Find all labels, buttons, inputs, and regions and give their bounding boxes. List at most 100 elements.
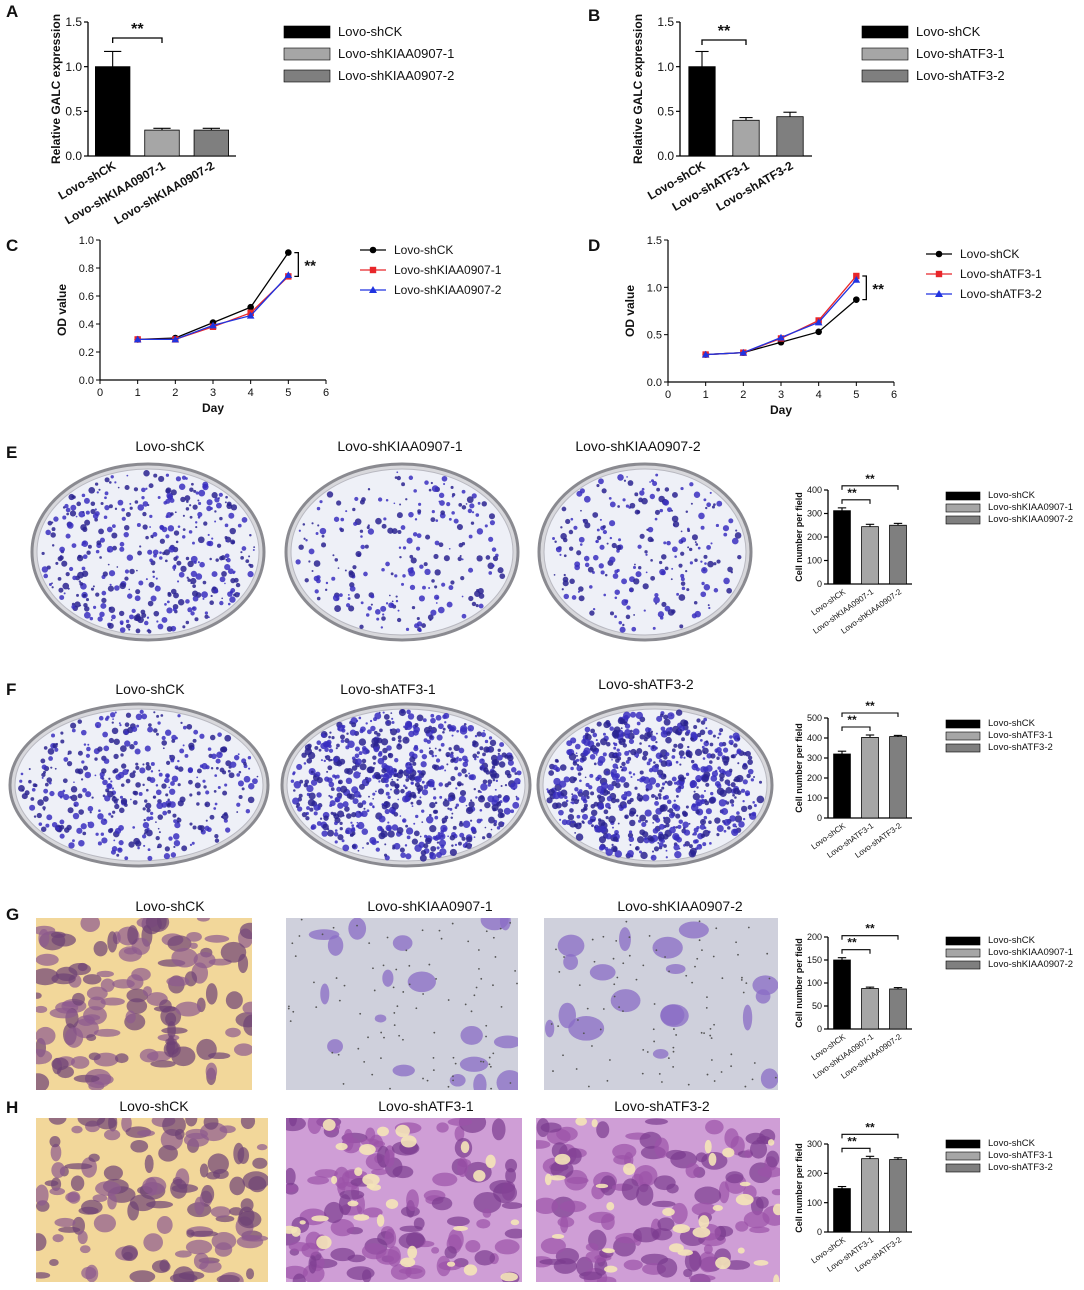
x-tick-label: 2 xyxy=(172,387,178,399)
data-point xyxy=(853,296,860,303)
legend-marker xyxy=(369,266,377,274)
significance-label: ** xyxy=(847,936,857,950)
legend-swatch xyxy=(945,1151,981,1161)
y-tick-label: 1.5 xyxy=(65,15,82,29)
y-tick-label: 1.0 xyxy=(657,60,674,74)
significance-bracket xyxy=(862,275,867,301)
data-point xyxy=(133,335,142,343)
bar-e-1 xyxy=(833,510,851,585)
significance-label: ** xyxy=(131,21,144,38)
legend-entry: Lovo-shCK xyxy=(988,490,1036,501)
colony-plate-e2 xyxy=(284,462,520,642)
data-point xyxy=(701,350,710,358)
x-tick-label: 3 xyxy=(210,387,216,399)
y-tick-label: 200 xyxy=(807,1168,822,1178)
legend-swatch xyxy=(861,47,909,61)
data-point xyxy=(814,318,823,326)
y-tick-label: 0.0 xyxy=(79,375,94,387)
bar-g-1 xyxy=(833,959,851,1030)
bar-a-1 xyxy=(95,66,131,157)
panel-letter-d: D xyxy=(588,236,601,255)
significance-bracket xyxy=(841,712,899,717)
bar-f-2 xyxy=(861,737,879,819)
colony-plate-f1 xyxy=(8,702,270,868)
significance-label: ** xyxy=(847,713,857,727)
y-tick-label: 150 xyxy=(807,955,822,965)
significance-label: ** xyxy=(847,1134,857,1148)
legend-entry: Lovo-shATF3-1 xyxy=(988,1150,1053,1161)
y-tick-label: 300 xyxy=(807,753,822,763)
transwell-image-g3 xyxy=(544,918,778,1090)
legend-entry: Lovo-shKIAA0907-2 xyxy=(988,959,1073,970)
x-tick-label: 1 xyxy=(703,389,709,401)
legend-entry: Lovo-shKIAA0907-2 xyxy=(988,514,1073,525)
significance-label: ** xyxy=(865,922,875,936)
significance-bracket xyxy=(841,949,871,954)
y-tick-label: 0.0 xyxy=(65,149,82,163)
significance-bracket xyxy=(294,251,299,278)
y-tick-label: 500 xyxy=(807,713,822,723)
bar-b-1 xyxy=(688,66,716,157)
y-tick-label: 1.0 xyxy=(647,282,662,294)
transwell-image-g1 xyxy=(36,918,252,1090)
bar-h-2 xyxy=(861,1158,879,1233)
y-tick-label: 0.5 xyxy=(657,105,674,119)
y-tick-label: 0.0 xyxy=(647,377,662,389)
y-axis-label: OD value xyxy=(623,285,637,337)
legend-swatch xyxy=(283,69,331,83)
transwell-image-g2 xyxy=(286,918,518,1090)
y-axis-label: Relative GALC expression xyxy=(631,14,645,164)
panel-letter-g: G xyxy=(6,905,20,924)
x-tick-label: 4 xyxy=(816,389,822,401)
colony-plate-e1 xyxy=(30,462,266,642)
legend-swatch xyxy=(945,491,981,501)
legend-entry: Lovo-shCK xyxy=(338,24,403,39)
significance-label: ** xyxy=(872,281,884,298)
y-tick-label: 0 xyxy=(817,1227,822,1237)
legend-swatch xyxy=(861,25,909,39)
legend-swatch xyxy=(945,731,981,741)
y-axis-label: Cell number per field xyxy=(794,492,804,582)
legend-entry: Lovo-shKIAA0907-1 xyxy=(394,263,502,277)
image-caption-e2: Lovo-shKIAA0907-1 xyxy=(337,438,463,454)
transwell-image-h1 xyxy=(36,1118,268,1282)
y-tick-label: 300 xyxy=(807,509,822,519)
image-caption-h1: Lovo-shCK xyxy=(119,1098,189,1114)
legend-entry: Lovo-shKIAA0907-1 xyxy=(988,502,1073,513)
data-point xyxy=(209,321,217,329)
image-caption-g2: Lovo-shKIAA0907-1 xyxy=(367,898,493,914)
bar-b-2 xyxy=(732,119,760,157)
legend-entry: Lovo-shCK xyxy=(916,24,981,39)
y-tick-label: 0 xyxy=(817,579,822,589)
y-tick-label: 100 xyxy=(807,793,822,803)
legend-entry: Lovo-shATF3-1 xyxy=(988,730,1053,741)
x-tick-label: 6 xyxy=(891,389,897,401)
significance-bracket xyxy=(841,1133,899,1139)
legend-marker xyxy=(369,246,377,254)
panel-letter-f: F xyxy=(6,680,17,699)
panel-letter-b: B xyxy=(588,6,601,25)
legend-swatch xyxy=(945,503,981,513)
legend-swatch xyxy=(861,69,909,83)
chart-c: 0.0 0.2 0.4 0.6 0.8 1.0 0 1 2 3 4 5 6 Day OD value Lovo… xyxy=(55,235,502,415)
y-tick-label: 1.0 xyxy=(79,235,94,247)
image-caption-f1: Lovo-shCK xyxy=(115,681,185,697)
significance-bracket xyxy=(841,1147,871,1153)
x-tick-label: 5 xyxy=(285,387,291,399)
y-tick-label: 0.5 xyxy=(65,105,82,119)
x-tick-label: 1 xyxy=(135,387,141,399)
x-tick-label: 0 xyxy=(97,387,103,399)
significance-label: ** xyxy=(304,258,316,275)
significance-label: ** xyxy=(865,1120,875,1134)
panel-letter-a: A xyxy=(6,2,19,21)
y-axis-label: OD value xyxy=(55,284,69,336)
y-axis-label: Cell number per field xyxy=(794,1143,804,1233)
y-tick-label: 0 xyxy=(817,1024,822,1034)
chart-d: 0.0 0.5 1.0 1.5 0 1 2 3 4 5 6 Day OD value Lovo-shCK L… xyxy=(623,235,1042,417)
transwell-image-h3 xyxy=(536,1118,780,1282)
y-tick-label: 400 xyxy=(807,485,822,495)
legend-entry: Lovo-shCK xyxy=(960,247,1019,261)
